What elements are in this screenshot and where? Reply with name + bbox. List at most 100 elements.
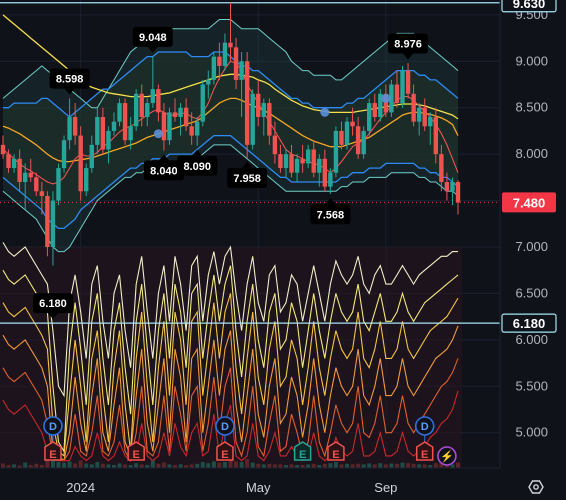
- candle: [50, 191, 56, 266]
- candle: [283, 149, 289, 178]
- candle-body: [117, 103, 122, 122]
- volume-bar: [350, 464, 355, 468]
- x-tick-label: May: [246, 480, 271, 495]
- candle-body: [56, 168, 61, 201]
- volume-bar: [211, 461, 216, 468]
- candle: [261, 98, 266, 136]
- earnings-marker-icon: [216, 441, 234, 461]
- volume-bar: [422, 464, 427, 468]
- earnings-marker-icon: [415, 441, 434, 461]
- candle: [145, 98, 150, 127]
- candle-body: [128, 126, 133, 141]
- candle: [289, 144, 294, 178]
- candle-body: [211, 56, 217, 80]
- candle-body: [106, 130, 111, 150]
- band-inner-lower-line: [2, 134, 459, 230]
- candle-body: [84, 168, 89, 192]
- volume-bar: [195, 463, 200, 468]
- candle-body: [283, 154, 289, 169]
- candle: [139, 84, 144, 127]
- candle: [439, 144, 444, 192]
- y-axis-ticks: 9.5009.0008.5008.0007.5007.0006.5006.000…: [515, 7, 548, 440]
- callout-pointer: [158, 154, 169, 161]
- candle: [228, 2, 233, 62]
- candle-body: [111, 121, 117, 131]
- volume-bar: [17, 465, 22, 468]
- candle-body: [39, 191, 45, 196]
- candle: [350, 107, 355, 136]
- callout-label: 6.180: [39, 298, 67, 310]
- candle: [311, 140, 316, 178]
- y-tick-label: 7.000: [515, 239, 548, 254]
- candle-body: [333, 130, 339, 173]
- candle: [39, 182, 45, 215]
- volume-bar: [89, 464, 94, 468]
- volume-bar: [156, 463, 161, 468]
- candle-body: [428, 117, 433, 127]
- volume-bar: [50, 457, 55, 468]
- candle-body: [339, 130, 344, 145]
- candle: [161, 103, 167, 151]
- volume-bar: [267, 463, 272, 468]
- candle: [178, 103, 183, 136]
- candle: [361, 126, 366, 159]
- gear-icon[interactable]: [528, 480, 544, 494]
- volume-bar: [317, 465, 322, 468]
- gear-icon-center: [533, 484, 539, 490]
- y-tick-label: 5.500: [515, 378, 548, 393]
- candle: [250, 89, 255, 150]
- candle: [11, 154, 17, 173]
- volume-bar: [256, 463, 261, 468]
- candle: [45, 191, 50, 257]
- candle-body: [122, 103, 128, 141]
- candle: [416, 103, 422, 136]
- volume-bar: [128, 465, 133, 468]
- candle-body: [250, 93, 255, 145]
- volume-bar: [45, 459, 50, 468]
- volume-bar: [178, 464, 183, 468]
- callout-pointer: [192, 149, 203, 156]
- volume-bar: [134, 463, 139, 468]
- volume-bar: [123, 464, 128, 468]
- volume-bar: [161, 462, 166, 468]
- candle: [200, 79, 205, 127]
- callout-label: 8.976: [394, 39, 422, 51]
- candle: [422, 98, 427, 131]
- volume-bar: [239, 462, 244, 468]
- candle-body: [328, 172, 333, 187]
- volume-bar: [372, 464, 377, 468]
- candle-body: [305, 149, 311, 164]
- volume-bar: [261, 464, 266, 468]
- volume-bar: [139, 464, 144, 468]
- candle-body: [317, 158, 322, 173]
- candle: [128, 117, 133, 150]
- candles: [0, 2, 461, 266]
- candle-body: [350, 121, 355, 127]
- candle: [211, 52, 217, 85]
- candle-body: [206, 79, 211, 85]
- volume-bar: [333, 462, 338, 468]
- candle: [278, 144, 283, 173]
- volume-bar: [62, 462, 67, 468]
- candle-body: [344, 121, 350, 145]
- candle-body: [133, 93, 139, 127]
- volume-bar: [406, 463, 411, 468]
- volume-bar: [184, 465, 189, 468]
- x-axis-panel: [0, 468, 566, 500]
- candle-body: [145, 103, 150, 117]
- candle: [222, 33, 228, 71]
- candle-body: [233, 47, 239, 80]
- candle-body: [67, 117, 72, 141]
- volume-bar: [250, 462, 255, 468]
- volume-bar: [39, 465, 44, 468]
- candle: [344, 117, 350, 150]
- lower-series-line-2: [2, 293, 459, 457]
- volume-bars: [1, 457, 460, 468]
- x-tick-label: Sep: [374, 480, 397, 495]
- callout-label: 8.040: [150, 165, 178, 177]
- candle: [244, 52, 250, 158]
- callout-label: 9.048: [139, 32, 167, 44]
- candle: [61, 135, 67, 173]
- volume-bar: [173, 465, 178, 468]
